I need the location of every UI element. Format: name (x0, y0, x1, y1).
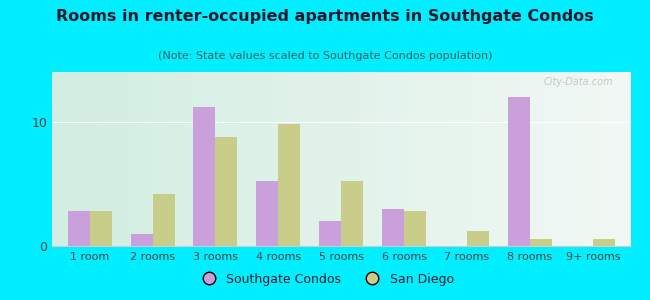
Bar (68, 211, 90, 246)
Bar (404, 211, 426, 246)
Bar (90, 211, 112, 246)
Bar (256, 182, 278, 246)
Bar (278, 124, 300, 246)
Bar (530, 238, 552, 246)
Text: Rooms in renter-occupied apartments in Southgate Condos: Rooms in renter-occupied apartments in S… (56, 9, 594, 24)
Legend: Southgate Condos, San Diego: Southgate Condos, San Diego (191, 268, 459, 291)
Bar (319, 221, 341, 246)
Bar (467, 231, 489, 246)
Text: City-Data.com: City-Data.com (543, 77, 613, 87)
Bar (216, 136, 237, 246)
Bar (131, 234, 153, 246)
Text: (Note: State values scaled to Southgate Condos population): (Note: State values scaled to Southgate … (158, 51, 492, 61)
Bar (382, 209, 404, 246)
Bar (341, 182, 363, 246)
Bar (508, 97, 530, 246)
Bar (593, 238, 615, 246)
Bar (194, 107, 216, 246)
Bar (153, 194, 175, 246)
